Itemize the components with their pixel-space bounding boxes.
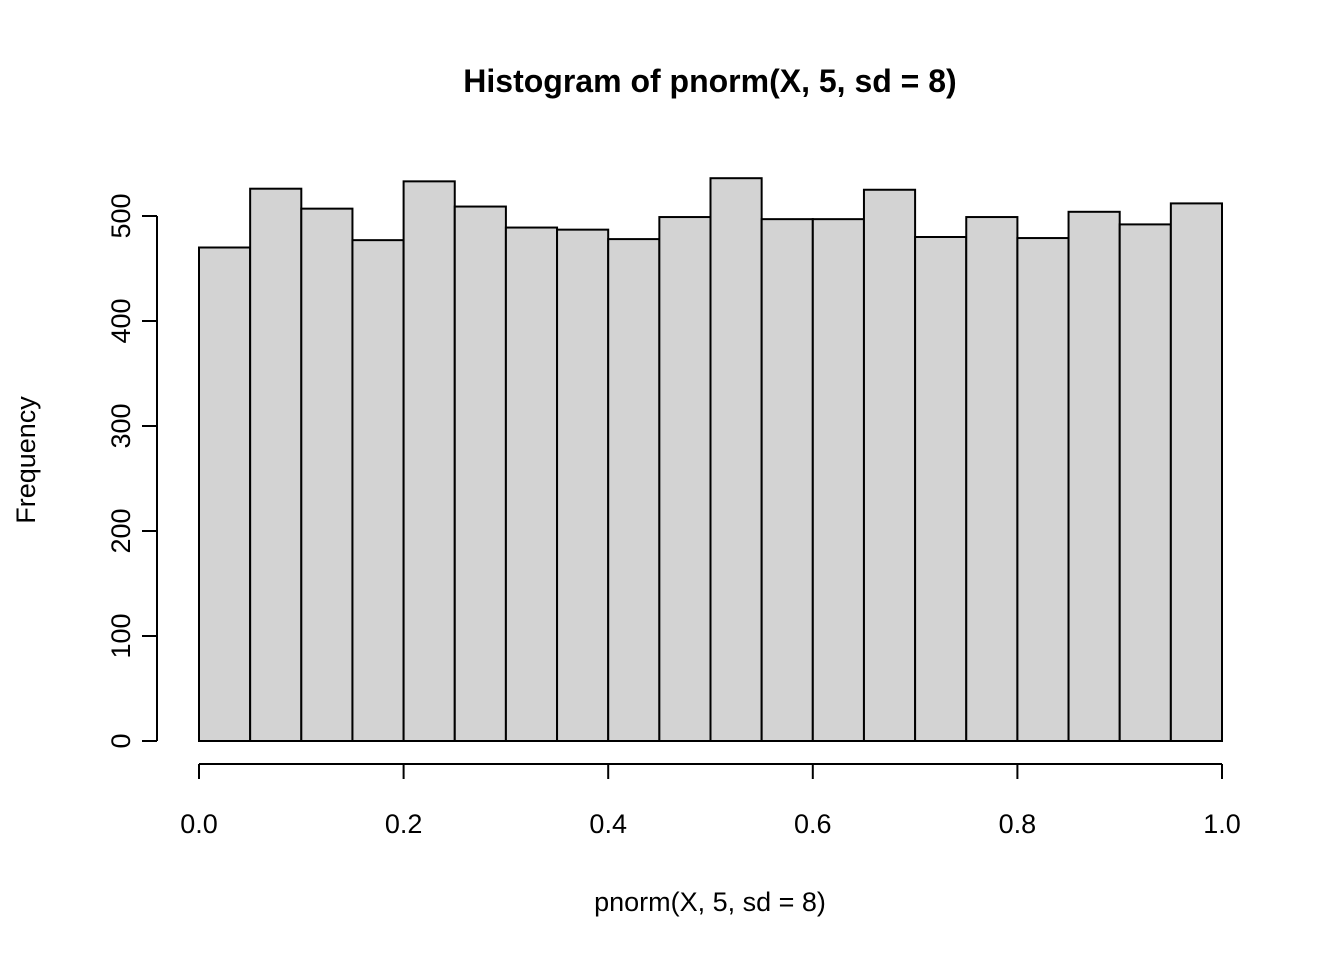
y-tick-label: 400 bbox=[106, 298, 136, 343]
histogram-bar bbox=[402, 180, 456, 743]
histogram-bar bbox=[965, 216, 1019, 743]
histogram-bar bbox=[1067, 210, 1121, 743]
x-tick-label: 0.6 bbox=[794, 809, 832, 839]
y-tick-label: 100 bbox=[106, 613, 136, 658]
x-axis-label: pnorm(X, 5, sd = 8) bbox=[594, 887, 826, 917]
histogram-bar bbox=[504, 226, 559, 743]
histogram-bar bbox=[198, 246, 252, 742]
x-axis: 0.0 0.2 0.4 0.6 0.8 1.0 bbox=[180, 763, 1241, 839]
histogram-bar bbox=[249, 187, 303, 742]
histogram-bar bbox=[709, 177, 763, 742]
x-tick-label: 0.0 bbox=[180, 809, 218, 839]
x-tick-label: 0.4 bbox=[589, 809, 627, 839]
bars-group bbox=[198, 177, 1223, 743]
histogram-bar bbox=[1118, 223, 1172, 742]
x-tick-label: 0.8 bbox=[999, 809, 1037, 839]
y-axis-label: Frequency bbox=[11, 396, 41, 524]
histogram-bar bbox=[811, 218, 865, 742]
x-tick-label: 1.0 bbox=[1203, 809, 1241, 839]
histogram-bar bbox=[862, 188, 917, 742]
y-tick-label: 0 bbox=[106, 733, 136, 748]
y-tick-label: 200 bbox=[106, 508, 136, 553]
histogram-bar bbox=[351, 239, 405, 742]
histogram-bar bbox=[760, 218, 814, 742]
histogram-bar bbox=[607, 238, 661, 742]
histogram-bar bbox=[556, 228, 610, 742]
y-axis: 0 100 200 300 400 500 bbox=[106, 193, 158, 749]
x-tick-label: 0.2 bbox=[385, 809, 423, 839]
y-tick-label: 500 bbox=[106, 193, 136, 238]
histogram-bar bbox=[300, 207, 354, 742]
y-tick-label: 300 bbox=[106, 403, 136, 448]
histogram-bar bbox=[453, 205, 507, 743]
histogram-bar bbox=[1169, 202, 1223, 742]
chart-title: Histogram of pnorm(X, 5, sd = 8) bbox=[463, 63, 956, 99]
histogram-bar bbox=[658, 216, 712, 743]
histogram-bar bbox=[1016, 237, 1070, 743]
histogram-bar bbox=[914, 236, 968, 742]
